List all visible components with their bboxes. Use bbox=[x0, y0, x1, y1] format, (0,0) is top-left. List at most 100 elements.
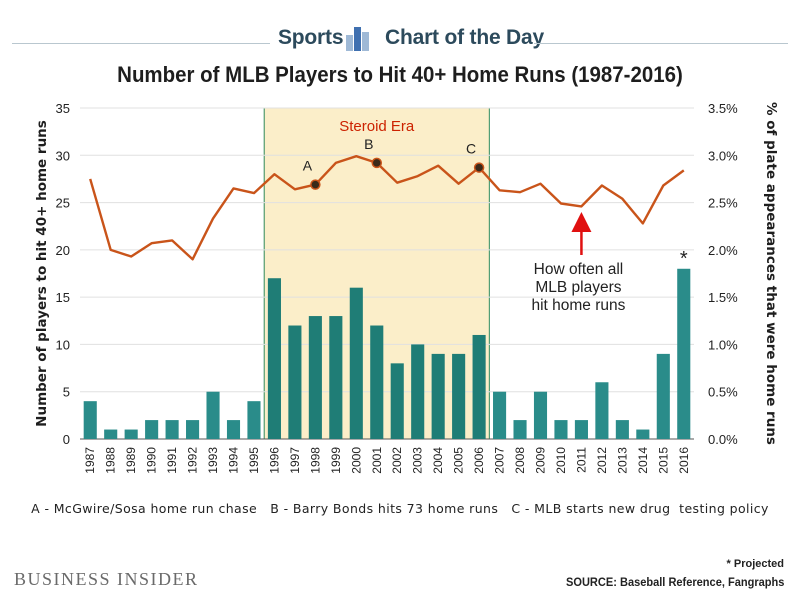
bar-2004 bbox=[431, 353, 445, 439]
x-tick-label: 1989 bbox=[124, 447, 138, 474]
bar-2011 bbox=[574, 420, 588, 439]
bar-2002 bbox=[390, 363, 404, 439]
y-tick-label: 10 bbox=[56, 337, 70, 352]
x-tick-label: 1990 bbox=[145, 447, 159, 474]
x-tick-label: 2009 bbox=[534, 447, 548, 474]
x-tick-label: 2007 bbox=[493, 447, 507, 474]
header-sports-label: Sports bbox=[278, 26, 344, 49]
x-tick-label: 2015 bbox=[656, 447, 670, 474]
bar-1992 bbox=[186, 420, 200, 439]
y-tick-label: 25 bbox=[56, 196, 70, 211]
bar-1996 bbox=[267, 278, 281, 439]
annotation-text-line: hit home runs bbox=[531, 297, 625, 314]
bar-1994 bbox=[226, 420, 241, 439]
y2-tick-label: 1.0% bbox=[708, 337, 738, 352]
bar-2005 bbox=[452, 353, 466, 439]
bar-1998 bbox=[308, 316, 322, 439]
x-tick-label: 1993 bbox=[206, 447, 220, 474]
x-tick-label: 2012 bbox=[595, 447, 609, 474]
marker-a bbox=[310, 179, 321, 190]
bar-2013 bbox=[615, 420, 629, 439]
event-legend: A - McGwire/Sosa home run chase B - Barr… bbox=[31, 501, 769, 516]
x-tick-label: 2001 bbox=[370, 447, 384, 474]
marker-b bbox=[371, 157, 383, 169]
bar-1999 bbox=[329, 316, 343, 439]
annotation-text-line: How often all bbox=[534, 261, 624, 278]
x-tick-label: 2003 bbox=[411, 447, 425, 474]
bar-2015 bbox=[656, 353, 670, 439]
x-tick-label: 1998 bbox=[308, 447, 322, 474]
x-tick-label: 2002 bbox=[390, 447, 404, 474]
y-tick-label: 35 bbox=[56, 101, 70, 116]
x-tick-label: 1991 bbox=[165, 447, 179, 474]
y2-tick-label: 1.5% bbox=[708, 290, 738, 305]
y2-tick-label: 3.5% bbox=[708, 101, 738, 116]
y-tick-label: 20 bbox=[56, 243, 70, 258]
bar-2000 bbox=[349, 287, 363, 439]
bar-1991 bbox=[165, 420, 179, 439]
annotation-text-line: MLB players bbox=[535, 279, 621, 296]
bar-1995 bbox=[247, 401, 261, 439]
marker-c bbox=[473, 162, 485, 173]
chart-of-day-header: Sports Chart of the Day bbox=[0, 12, 800, 51]
x-tick-label: 2014 bbox=[636, 447, 650, 474]
bar-chart-logo-icon bbox=[346, 27, 369, 51]
bar-2006 bbox=[472, 334, 486, 439]
source-note: SOURCE: Baseball Reference, Fangraphs bbox=[565, 575, 784, 589]
bar-2014 bbox=[636, 429, 650, 439]
x-tick-label: 2011 bbox=[574, 447, 588, 473]
y-axis-title: Number of players to hit 40+ home runs bbox=[34, 120, 50, 427]
bar-1987 bbox=[83, 401, 97, 439]
x-tick-label: 2004 bbox=[431, 447, 445, 474]
header-rule-right bbox=[534, 43, 788, 44]
y2-axis-title: % of plate appearances that were home ru… bbox=[763, 102, 779, 445]
x-tick-label: 2016 bbox=[677, 447, 691, 474]
steroid-era-label: Steroid Era bbox=[339, 118, 415, 135]
x-tick-label: 1997 bbox=[288, 447, 302, 474]
bar-2010 bbox=[554, 420, 568, 439]
x-tick-label: 1994 bbox=[227, 447, 241, 474]
x-tick-label: 1995 bbox=[247, 447, 261, 474]
bar-1990 bbox=[145, 420, 159, 439]
y2-tick-label: 2.0% bbox=[708, 243, 738, 258]
marker-label-c: C bbox=[466, 141, 476, 157]
bar-2008 bbox=[513, 420, 527, 439]
y2-tick-label: 3.0% bbox=[708, 148, 738, 163]
y2-tick-label: 2.5% bbox=[708, 196, 738, 211]
header-rule-left bbox=[12, 43, 270, 44]
marker-label-a: A bbox=[303, 158, 313, 174]
y-tick-label: 30 bbox=[56, 148, 70, 163]
bar-2001 bbox=[370, 325, 384, 439]
bar-2003 bbox=[411, 344, 425, 439]
bar-2016 bbox=[677, 268, 691, 439]
header-chart-of-day-label: Chart of the Day bbox=[385, 26, 544, 49]
business-insider-logo: Business Insider bbox=[14, 569, 199, 589]
x-tick-label: 2008 bbox=[513, 447, 527, 474]
bar-1997 bbox=[288, 325, 302, 439]
y2-tick-label: 0.0% bbox=[708, 432, 738, 447]
x-tick-label: 1987 bbox=[83, 447, 97, 474]
projected-note: * Projected bbox=[726, 558, 784, 570]
y-tick-label: 15 bbox=[56, 290, 70, 305]
x-tick-label: 2013 bbox=[615, 447, 629, 474]
x-tick-label: 2005 bbox=[452, 447, 466, 474]
bar-1989 bbox=[124, 429, 138, 439]
marker-label-b: B bbox=[364, 136, 373, 152]
x-tick-label: 1996 bbox=[267, 447, 281, 474]
y-tick-label: 0 bbox=[63, 432, 70, 447]
bar-1993 bbox=[206, 391, 220, 439]
bar-2009 bbox=[533, 391, 548, 439]
bar-2007 bbox=[493, 391, 507, 439]
x-tick-label: 1992 bbox=[186, 447, 200, 474]
y2-tick-label: 0.5% bbox=[708, 385, 738, 400]
x-tick-label: 1999 bbox=[329, 447, 343, 474]
x-tick-label: 2010 bbox=[554, 447, 568, 474]
bar-1988 bbox=[104, 429, 118, 439]
y-tick-label: 5 bbox=[63, 385, 70, 400]
hr-rate-line bbox=[89, 154, 685, 261]
x-tick-label: 2000 bbox=[349, 447, 363, 474]
projected-asterisk: * bbox=[680, 248, 688, 270]
x-tick-label: 1988 bbox=[104, 447, 118, 474]
bar-2012 bbox=[595, 382, 609, 439]
